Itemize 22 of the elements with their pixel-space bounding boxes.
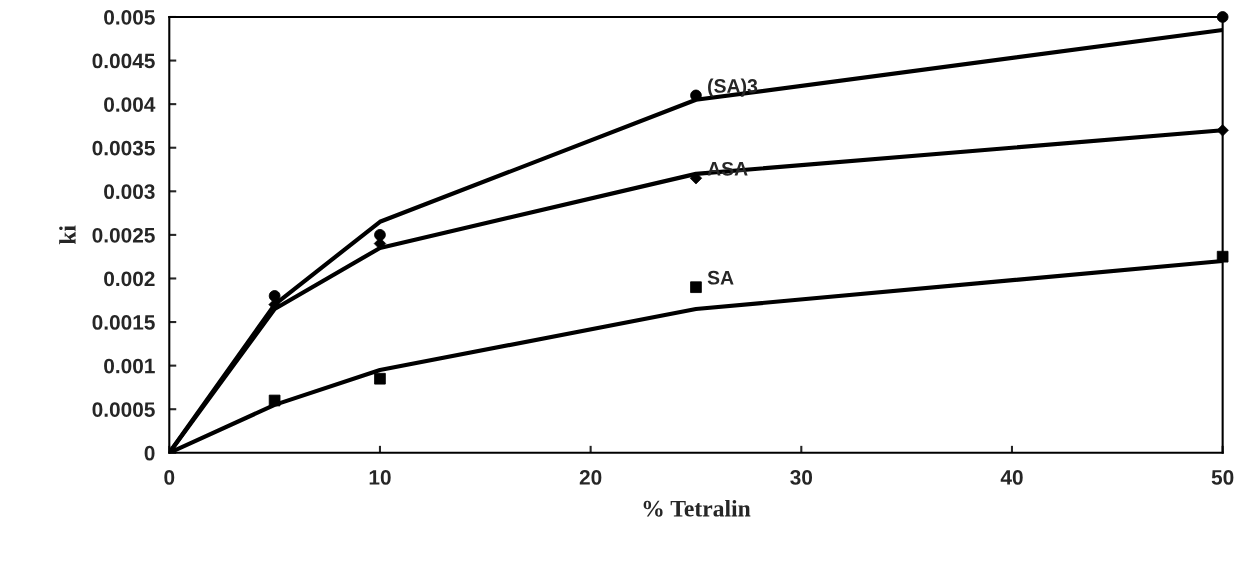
x-tick-label: 0 [164, 470, 175, 485]
series-label: (SA)3 [708, 78, 758, 97]
x-tick-label: 30 [790, 470, 813, 485]
x-tick-label: 50 [1211, 470, 1234, 485]
series-label: ASA [707, 161, 748, 176]
y-tick-label: 0.0045 [92, 53, 155, 69]
y-tick-label: 0.0035 [92, 140, 155, 156]
y-tick-label: 0.0015 [92, 315, 155, 330]
x-axis-title: % Tetralin [643, 500, 751, 517]
y-axis-title: ki [59, 225, 76, 245]
x-tick-label: 10 [369, 470, 391, 485]
y-tick-label: 0.003 [104, 184, 155, 200]
y-tick-label: 0.0005 [92, 402, 155, 417]
y-tick-label: 0 [144, 445, 155, 461]
x-tick-label: 40 [1000, 470, 1023, 485]
y-tick-label: 0.0025 [92, 227, 155, 243]
series-label: SA [707, 270, 734, 285]
y-tick-label: 0.001 [104, 358, 155, 374]
x-tick-label: 20 [579, 470, 602, 485]
y-tick-label: 0.005 [104, 9, 155, 25]
y-tick-label: 0.002 [104, 271, 155, 287]
y-tick-label: 0.004 [104, 97, 156, 112]
